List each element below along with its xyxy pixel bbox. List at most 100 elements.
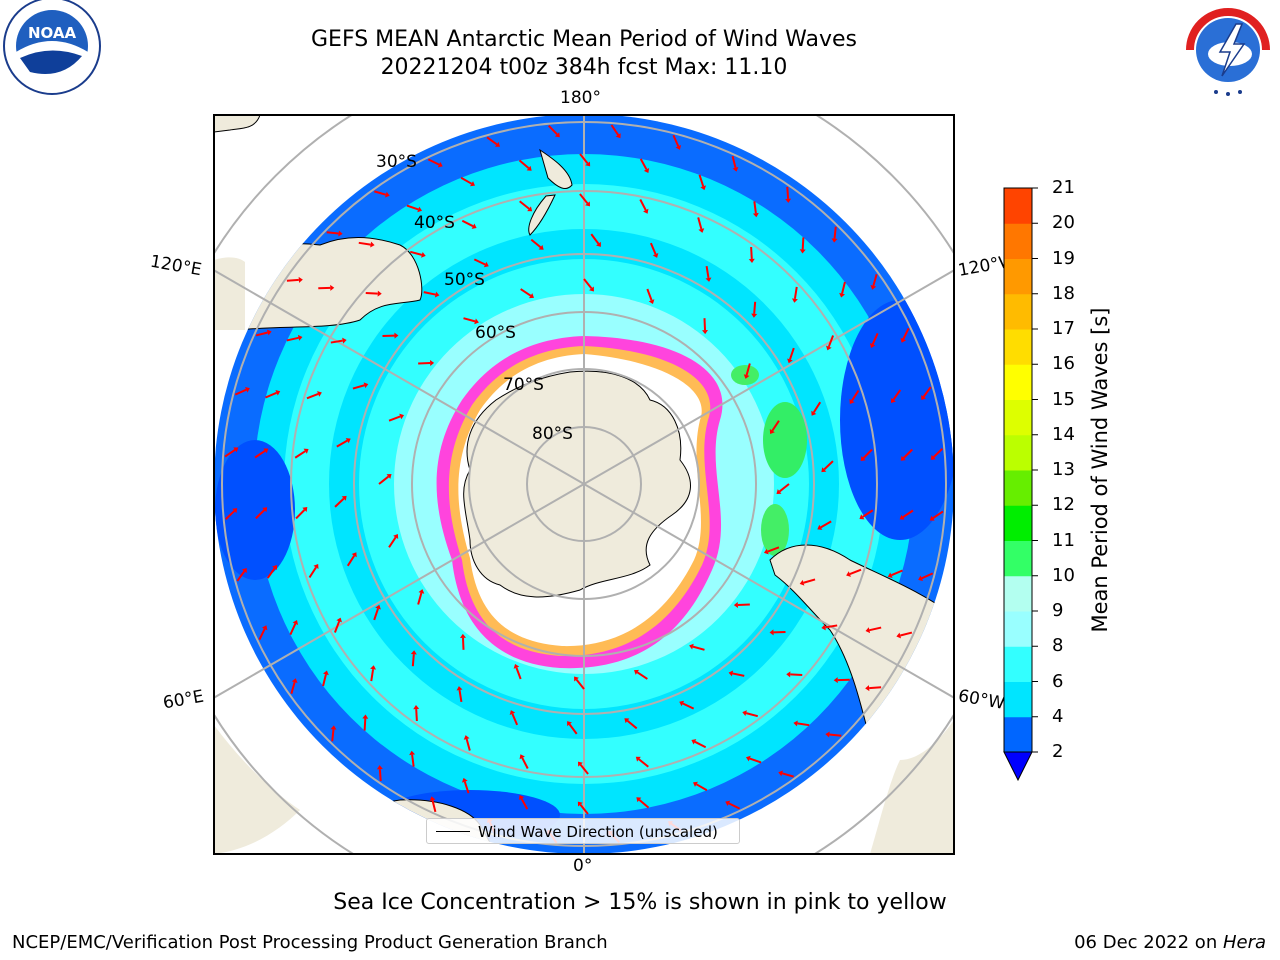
wave-arrow-head [413, 705, 420, 710]
wave-arrow-head [376, 765, 383, 770]
wave-arrow-head [833, 677, 838, 684]
wave-arrow [225, 510, 236, 520]
wave-arrow-head [459, 633, 466, 638]
wave-arrow-head [589, 286, 594, 292]
wave-arrow [521, 757, 529, 769]
wave-arrow [728, 802, 741, 810]
wave-arrow [695, 783, 708, 792]
lat-label-60s: 60°S [475, 323, 516, 343]
wave-arrow [336, 439, 348, 448]
wave-arrow [829, 733, 842, 737]
lon-label-180: 180° [560, 88, 601, 108]
wave-arrow-head [839, 292, 845, 298]
wave-arrow [767, 546, 780, 553]
footer-organization: NCEP/EMC/Verification Post Processing Pr… [12, 932, 608, 953]
wave-arrow [286, 336, 299, 342]
wave-arrow [290, 681, 296, 694]
wave-arrow-head [817, 524, 823, 530]
wave-arrow-head [900, 455, 906, 461]
wave-arrow [753, 301, 757, 314]
wave-arrow [568, 723, 578, 735]
wave-arrow-head [430, 359, 435, 366]
wave-arrow [415, 708, 418, 722]
wave-arrow [334, 497, 345, 508]
wave-arrow [373, 608, 379, 621]
colorbar-tick-label: 21 [1052, 177, 1075, 198]
wave-arrow-head [636, 797, 642, 803]
wave-arrow [698, 174, 705, 187]
wave-arrow [803, 578, 816, 584]
wave-arrow [636, 671, 648, 680]
wave-arrow [750, 246, 753, 260]
colorbar-under-triangle [1003, 751, 1033, 782]
wave-arrow [692, 645, 705, 651]
wave-arrow [862, 448, 873, 459]
wave-arrow [731, 155, 737, 168]
wave-arrow-head [330, 725, 337, 730]
wave-arrow [388, 415, 401, 422]
wave-arrow-head [275, 390, 281, 396]
wave-arrow [932, 448, 943, 458]
wave-arrow-head [429, 796, 436, 801]
wave-arrow-head [846, 571, 851, 577]
wave-arrow-head [385, 191, 390, 198]
wave-arrow-head [821, 467, 827, 473]
wave-arrow-head [742, 710, 747, 717]
wave-arrow [921, 572, 934, 580]
new-zealand [528, 148, 573, 236]
wave-arrow-head [317, 391, 322, 397]
wave-arrow [703, 318, 707, 331]
wave-arrow [820, 520, 832, 529]
nws-logo-icon [1182, 4, 1274, 96]
wave-arrow-head [261, 625, 268, 631]
colorbar-bin [1004, 575, 1032, 612]
colorbar-tick-label: 2 [1052, 741, 1064, 762]
wave-arrow [639, 158, 648, 170]
meridians [214, 115, 954, 854]
wave-arrow-head [821, 624, 826, 631]
wave-arrow [346, 555, 356, 567]
colorbar-tick-label: 18 [1052, 282, 1075, 304]
colorbar-tick-label: 11 [1052, 529, 1075, 551]
wave-arrow [515, 667, 522, 680]
wave-arrow [902, 327, 910, 340]
wave-arrow [579, 193, 589, 204]
lat-label-50s: 50°S [444, 270, 485, 290]
wave-arrow-head [470, 181, 476, 187]
wave-arrow-head [930, 454, 936, 460]
wave-arrow-head [786, 671, 791, 678]
wave-arrow [519, 200, 530, 210]
wave-arrow [579, 764, 589, 775]
wave-arrow-head [679, 700, 685, 707]
colorbar-tick-label: 10 [1052, 564, 1075, 586]
wave-arrow-head [526, 165, 532, 171]
wave-arrow-head [692, 781, 698, 787]
colorbar-tick-label: 8 [1052, 635, 1064, 657]
wave-arrow [254, 449, 266, 459]
colorbar-tick-label: 20 [1052, 212, 1075, 234]
colorbar-tick-label: 4 [1052, 705, 1064, 727]
wave-arrow [255, 331, 268, 337]
wave-arrow [745, 712, 759, 718]
wave-arrow-head [456, 686, 463, 691]
colorbar-bin [1004, 364, 1032, 400]
wave-arrow [892, 389, 902, 401]
wave-arrow [827, 335, 835, 348]
wave-arrow-head [509, 710, 516, 716]
wave-arrow-head [421, 251, 426, 258]
wave-arrow [705, 265, 710, 279]
wave-arrow [294, 450, 306, 459]
wave-arrow-head [538, 244, 544, 250]
wave-arrow-head [483, 261, 489, 268]
wave-arrow [458, 689, 463, 703]
wave-arrow-head [634, 669, 640, 675]
wave-arrow [406, 204, 419, 211]
lat-label-70s: 70°S [503, 375, 544, 395]
wave-arrow [295, 509, 306, 520]
wave-arrow-head [351, 552, 357, 558]
wave-arrow-head [233, 447, 239, 453]
wave-arrow [461, 637, 465, 650]
wave-arrow-head [363, 382, 369, 389]
wave-arrow-head [689, 643, 694, 650]
wave-arrow-head [297, 334, 303, 341]
